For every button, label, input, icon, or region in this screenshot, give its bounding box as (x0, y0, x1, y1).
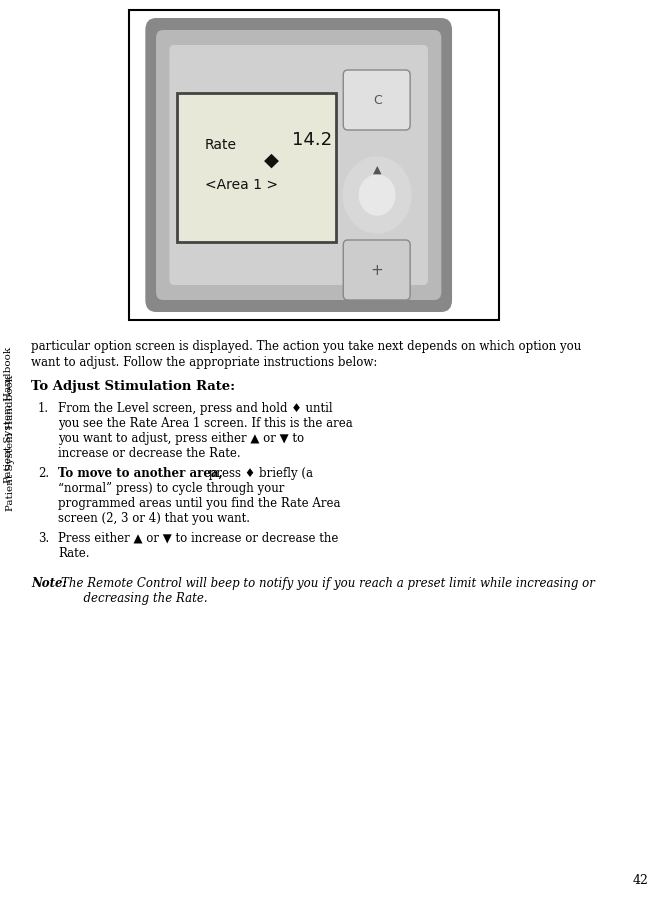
FancyBboxPatch shape (145, 18, 452, 312)
Text: <Area 1 >: <Area 1 > (205, 178, 278, 192)
FancyBboxPatch shape (156, 30, 442, 300)
Text: programmed areas until you find the Rate Area: programmed areas until you find the Rate… (58, 497, 341, 510)
Text: decreasing the Rate.: decreasing the Rate. (31, 592, 208, 605)
Text: you want to adjust, press either ▲ or ▼ to: you want to adjust, press either ▲ or ▼ … (58, 432, 304, 445)
Text: want to adjust. Follow the appropriate instructions below:: want to adjust. Follow the appropriate i… (31, 356, 377, 369)
Text: you see the Rate Area 1 screen. If this is the area: you see the Rate Area 1 screen. If this … (58, 417, 353, 430)
Text: The Remote Control will beep to notify you if you reach a preset limit while inc: The Remote Control will beep to notify y… (31, 577, 595, 590)
Text: 3.: 3. (37, 532, 49, 545)
Text: Note:: Note: (31, 577, 71, 590)
Circle shape (343, 157, 411, 233)
Text: From the Level screen, press and hold ♦ until: From the Level screen, press and hold ♦ … (58, 402, 332, 415)
Text: increase or decrease the Rate.: increase or decrease the Rate. (58, 447, 241, 460)
Text: Rate: Rate (205, 138, 237, 152)
Text: 2.: 2. (38, 467, 49, 480)
Text: Patient System Handbook: Patient System Handbook (5, 374, 15, 511)
Text: C: C (373, 93, 381, 107)
FancyBboxPatch shape (169, 45, 428, 285)
Text: 14.2: 14.2 (292, 131, 332, 149)
FancyBboxPatch shape (129, 10, 499, 320)
Text: 1.: 1. (38, 402, 49, 415)
FancyBboxPatch shape (343, 70, 410, 130)
Text: 42: 42 (633, 874, 649, 887)
FancyBboxPatch shape (177, 93, 336, 242)
Text: +: + (371, 263, 383, 278)
Text: ▲: ▲ (373, 165, 381, 175)
Text: Press either ▲ or ▼ to increase or decrease the: Press either ▲ or ▼ to increase or decre… (58, 532, 339, 545)
Text: “normal” press) to cycle through your: “normal” press) to cycle through your (58, 482, 284, 495)
Text: particular option screen is displayed. The action you take next depends on which: particular option screen is displayed. T… (31, 340, 581, 353)
Text: press ♦ briefly (a: press ♦ briefly (a (205, 467, 313, 480)
Text: To Adjust Stimulation Rate:: To Adjust Stimulation Rate: (31, 380, 235, 393)
Text: To move to another area,: To move to another area, (58, 467, 223, 480)
Text: Rate.: Rate. (58, 547, 90, 560)
Circle shape (359, 175, 395, 215)
FancyBboxPatch shape (343, 240, 410, 300)
Text: screen (2, 3 or 4) that you want.: screen (2, 3 or 4) that you want. (58, 512, 250, 525)
Text: ◆: ◆ (264, 150, 280, 170)
Text: Patient System Handbook: Patient System Handbook (3, 347, 13, 483)
